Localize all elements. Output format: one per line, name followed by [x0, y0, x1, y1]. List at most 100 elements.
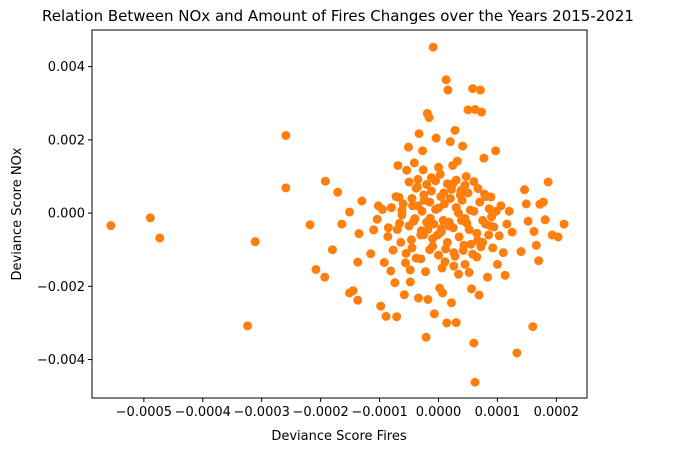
data-point-23 — [372, 214, 382, 224]
data-point-192 — [409, 216, 419, 226]
data-point-105 — [482, 272, 492, 282]
data-point-117 — [504, 206, 514, 216]
y-tick-label-3: 0.002 — [48, 133, 85, 148]
data-point-39 — [402, 165, 412, 175]
data-point-206 — [448, 160, 458, 170]
data-point-162 — [478, 215, 488, 225]
data-point-82 — [454, 269, 464, 279]
data-point-166 — [407, 243, 417, 253]
data-point-22 — [369, 225, 379, 235]
data-point-26 — [379, 258, 389, 268]
data-point-42 — [406, 235, 416, 245]
data-point-60 — [428, 42, 438, 52]
data-point-149 — [439, 199, 449, 209]
data-point-183 — [397, 210, 407, 220]
data-point-120 — [516, 247, 526, 257]
data-point-96 — [470, 377, 480, 387]
data-point-47 — [413, 293, 423, 303]
y-tick-label-0: −0.004 — [37, 353, 85, 368]
data-point-111 — [492, 259, 502, 269]
data-point-80 — [451, 318, 461, 328]
data-point-143 — [419, 190, 429, 200]
data-point-27 — [381, 311, 391, 321]
data-point-176 — [413, 174, 423, 184]
data-point-4 — [281, 130, 291, 140]
data-point-17 — [353, 295, 363, 305]
data-point-136 — [392, 225, 402, 235]
data-point-172 — [458, 245, 468, 255]
data-point-204 — [434, 162, 443, 172]
data-point-185 — [429, 219, 439, 229]
data-point-92 — [467, 284, 476, 294]
data-point-108 — [488, 243, 498, 253]
data-point-7 — [305, 220, 315, 230]
data-point-170 — [441, 244, 451, 254]
data-point-5 — [281, 183, 291, 193]
data-point-98 — [473, 184, 483, 194]
data-point-203 — [464, 267, 474, 277]
data-point-106 — [484, 204, 494, 214]
data-point-2 — [155, 233, 165, 243]
data-point-38 — [401, 258, 410, 268]
data-point-12 — [333, 187, 343, 197]
data-point-122 — [521, 199, 531, 209]
data-point-167 — [416, 254, 426, 264]
data-point-205 — [418, 165, 428, 175]
data-point-94 — [469, 338, 479, 348]
data-point-44 — [409, 158, 419, 168]
data-point-189 — [435, 228, 445, 238]
data-point-123 — [523, 216, 533, 226]
data-point-210 — [479, 189, 489, 199]
data-point-100 — [475, 85, 485, 95]
data-point-201 — [449, 261, 459, 271]
data-point-165 — [401, 248, 411, 258]
data-point-25 — [376, 301, 386, 311]
y-tick-label-2: 0.000 — [48, 207, 85, 222]
data-point-29 — [386, 266, 396, 276]
data-point-6 — [243, 321, 253, 331]
data-point-161 — [475, 197, 485, 207]
data-point-9 — [320, 176, 330, 186]
data-point-75 — [445, 137, 455, 147]
data-point-55 — [423, 295, 433, 304]
data-point-155 — [457, 195, 467, 205]
y-tick-label-4: 0.004 — [48, 60, 85, 75]
data-point-93 — [468, 84, 478, 94]
data-point-101 — [477, 107, 487, 117]
data-point-208 — [472, 236, 482, 246]
data-point-72 — [442, 318, 452, 328]
data-point-157 — [463, 188, 473, 198]
data-point-128 — [538, 197, 548, 207]
data-point-171 — [450, 251, 460, 261]
data-point-193 — [462, 218, 472, 228]
data-point-124 — [528, 322, 538, 332]
data-point-207 — [396, 237, 406, 247]
plot-frame — [91, 29, 588, 399]
data-point-202 — [405, 265, 415, 275]
x-tick-label-1: −0.0004 — [175, 405, 231, 420]
data-point-142 — [416, 230, 426, 240]
data-point-79 — [450, 125, 460, 135]
data-point-110 — [491, 146, 501, 156]
y-axis: −0.004 −0.002 0.000 0.002 0.004 — [37, 60, 92, 368]
data-point-135 — [386, 203, 396, 213]
x-tick-label-4: −0.0001 — [351, 405, 407, 420]
data-point-199 — [437, 263, 447, 273]
data-point-3 — [250, 237, 260, 247]
data-point-126 — [531, 240, 541, 250]
data-point-187 — [423, 225, 433, 235]
data-point-160 — [472, 228, 482, 238]
data-point-186 — [438, 215, 448, 225]
x-axis-label: Deviance Score Fires — [271, 429, 407, 444]
data-point-168 — [425, 245, 435, 255]
data-point-198 — [456, 185, 466, 195]
data-point-13 — [337, 219, 347, 229]
data-point-180 — [451, 175, 461, 185]
data-point-195 — [426, 186, 436, 196]
data-point-53 — [421, 332, 431, 342]
data-point-130 — [543, 177, 553, 187]
data-point-21 — [366, 249, 376, 259]
data-point-73 — [443, 85, 453, 95]
